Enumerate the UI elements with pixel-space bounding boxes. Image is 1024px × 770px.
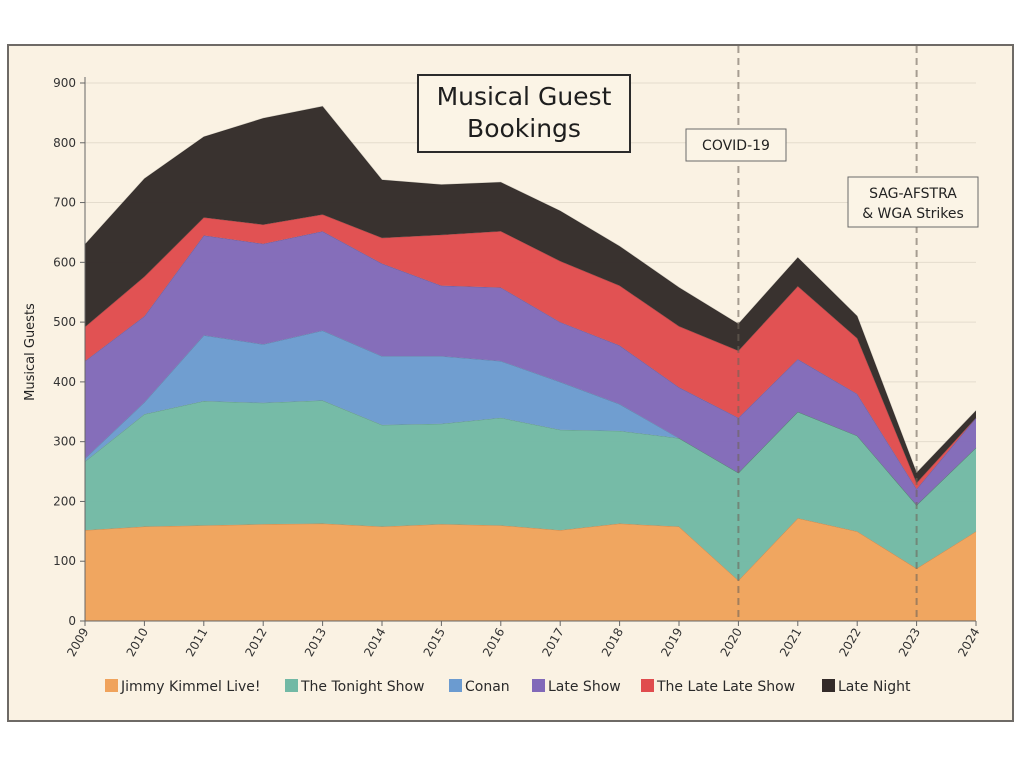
area-late-show (85, 231, 976, 506)
x-tick-label: 2023 (896, 626, 923, 659)
y-tick-label: 200 (53, 494, 76, 508)
x-tick-label: 2013 (302, 626, 329, 659)
x-tick-label: 2012 (242, 626, 269, 659)
legend-swatch-the-tonight-show (285, 679, 298, 692)
area-edge-the-tonight-show (84, 399, 977, 506)
legend-label-the-late-late-show: The Late Late Show (656, 679, 795, 695)
legend-label-the-tonight-show: The Tonight Show (300, 679, 424, 695)
chart-title-line: Bookings (467, 114, 581, 143)
annotation-label-2020: COVID-19 (702, 138, 770, 154)
annotation-label-2023: & WGA Strikes (862, 206, 964, 222)
annotation-box-2023 (847, 176, 979, 228)
area-late-night (85, 106, 976, 483)
annotation-box-2020 (685, 128, 787, 162)
y-tick-label: 900 (53, 76, 76, 90)
legend-swatch-jimmy-kimmel-live (105, 679, 118, 692)
chart-frame: 0 100 200 300 400 500 600 700 800 900 2009 2010 2011… (7, 44, 1014, 722)
legend-label-late-night: Late Night (838, 679, 911, 695)
y-tick-label: 600 (53, 255, 76, 269)
legend-label-jimmy-kimmel-live: Jimmy Kimmel Live! (120, 679, 261, 695)
x-tick-label: 2019 (658, 626, 685, 659)
x-tick-label: 2010 (124, 626, 151, 659)
annotation-label-2023: SAG-AFSTRA (869, 186, 957, 202)
y-tick-label: 100 (53, 554, 76, 568)
x-tick-label: 2021 (777, 626, 804, 659)
x-tick-label: 2014 (361, 626, 388, 659)
y-tick-label: 300 (53, 435, 76, 449)
y-tick-label: 500 (53, 315, 76, 329)
area-the-tonight-show (85, 400, 976, 581)
y-tick-label: 700 (53, 196, 76, 210)
legend-swatch-conan (449, 679, 462, 692)
x-tick-label: 2016 (480, 626, 507, 659)
legend-label-conan: Conan (465, 679, 510, 695)
x-tick-label: 2011 (183, 626, 210, 659)
x-tick-label: 2009 (64, 626, 91, 659)
title-box (417, 74, 631, 153)
y-axis-label: Musical Guests (23, 303, 38, 401)
y-tick-label: 400 (53, 375, 76, 389)
x-tick-label: 2018 (599, 626, 626, 659)
chart-title-line: Musical Guest (437, 82, 612, 111)
legend-swatch-the-late-late-show (641, 679, 654, 692)
stacked-area-chart: 0 100 200 300 400 500 600 700 800 900 2009 2010 2011… (23, 46, 983, 695)
x-tick-label: 2020 (718, 626, 745, 659)
area-conan (85, 330, 976, 506)
x-tick-label: 2015 (421, 626, 448, 659)
x-tick-label: 2022 (836, 626, 863, 659)
y-tick-label: 800 (53, 136, 76, 150)
legend-swatch-late-show (532, 679, 545, 692)
y-tick-label: 0 (68, 614, 76, 628)
legend-swatch-late-night (822, 679, 835, 692)
x-tick-label: 2024 (955, 626, 982, 659)
area-the-late-late-show (85, 214, 976, 489)
x-tick-label: 2017 (539, 626, 566, 659)
legend-label-late-show: Late Show (548, 679, 621, 695)
area-edge-late-night (84, 105, 977, 474)
area-jimmy-kimmel-live (85, 518, 976, 621)
